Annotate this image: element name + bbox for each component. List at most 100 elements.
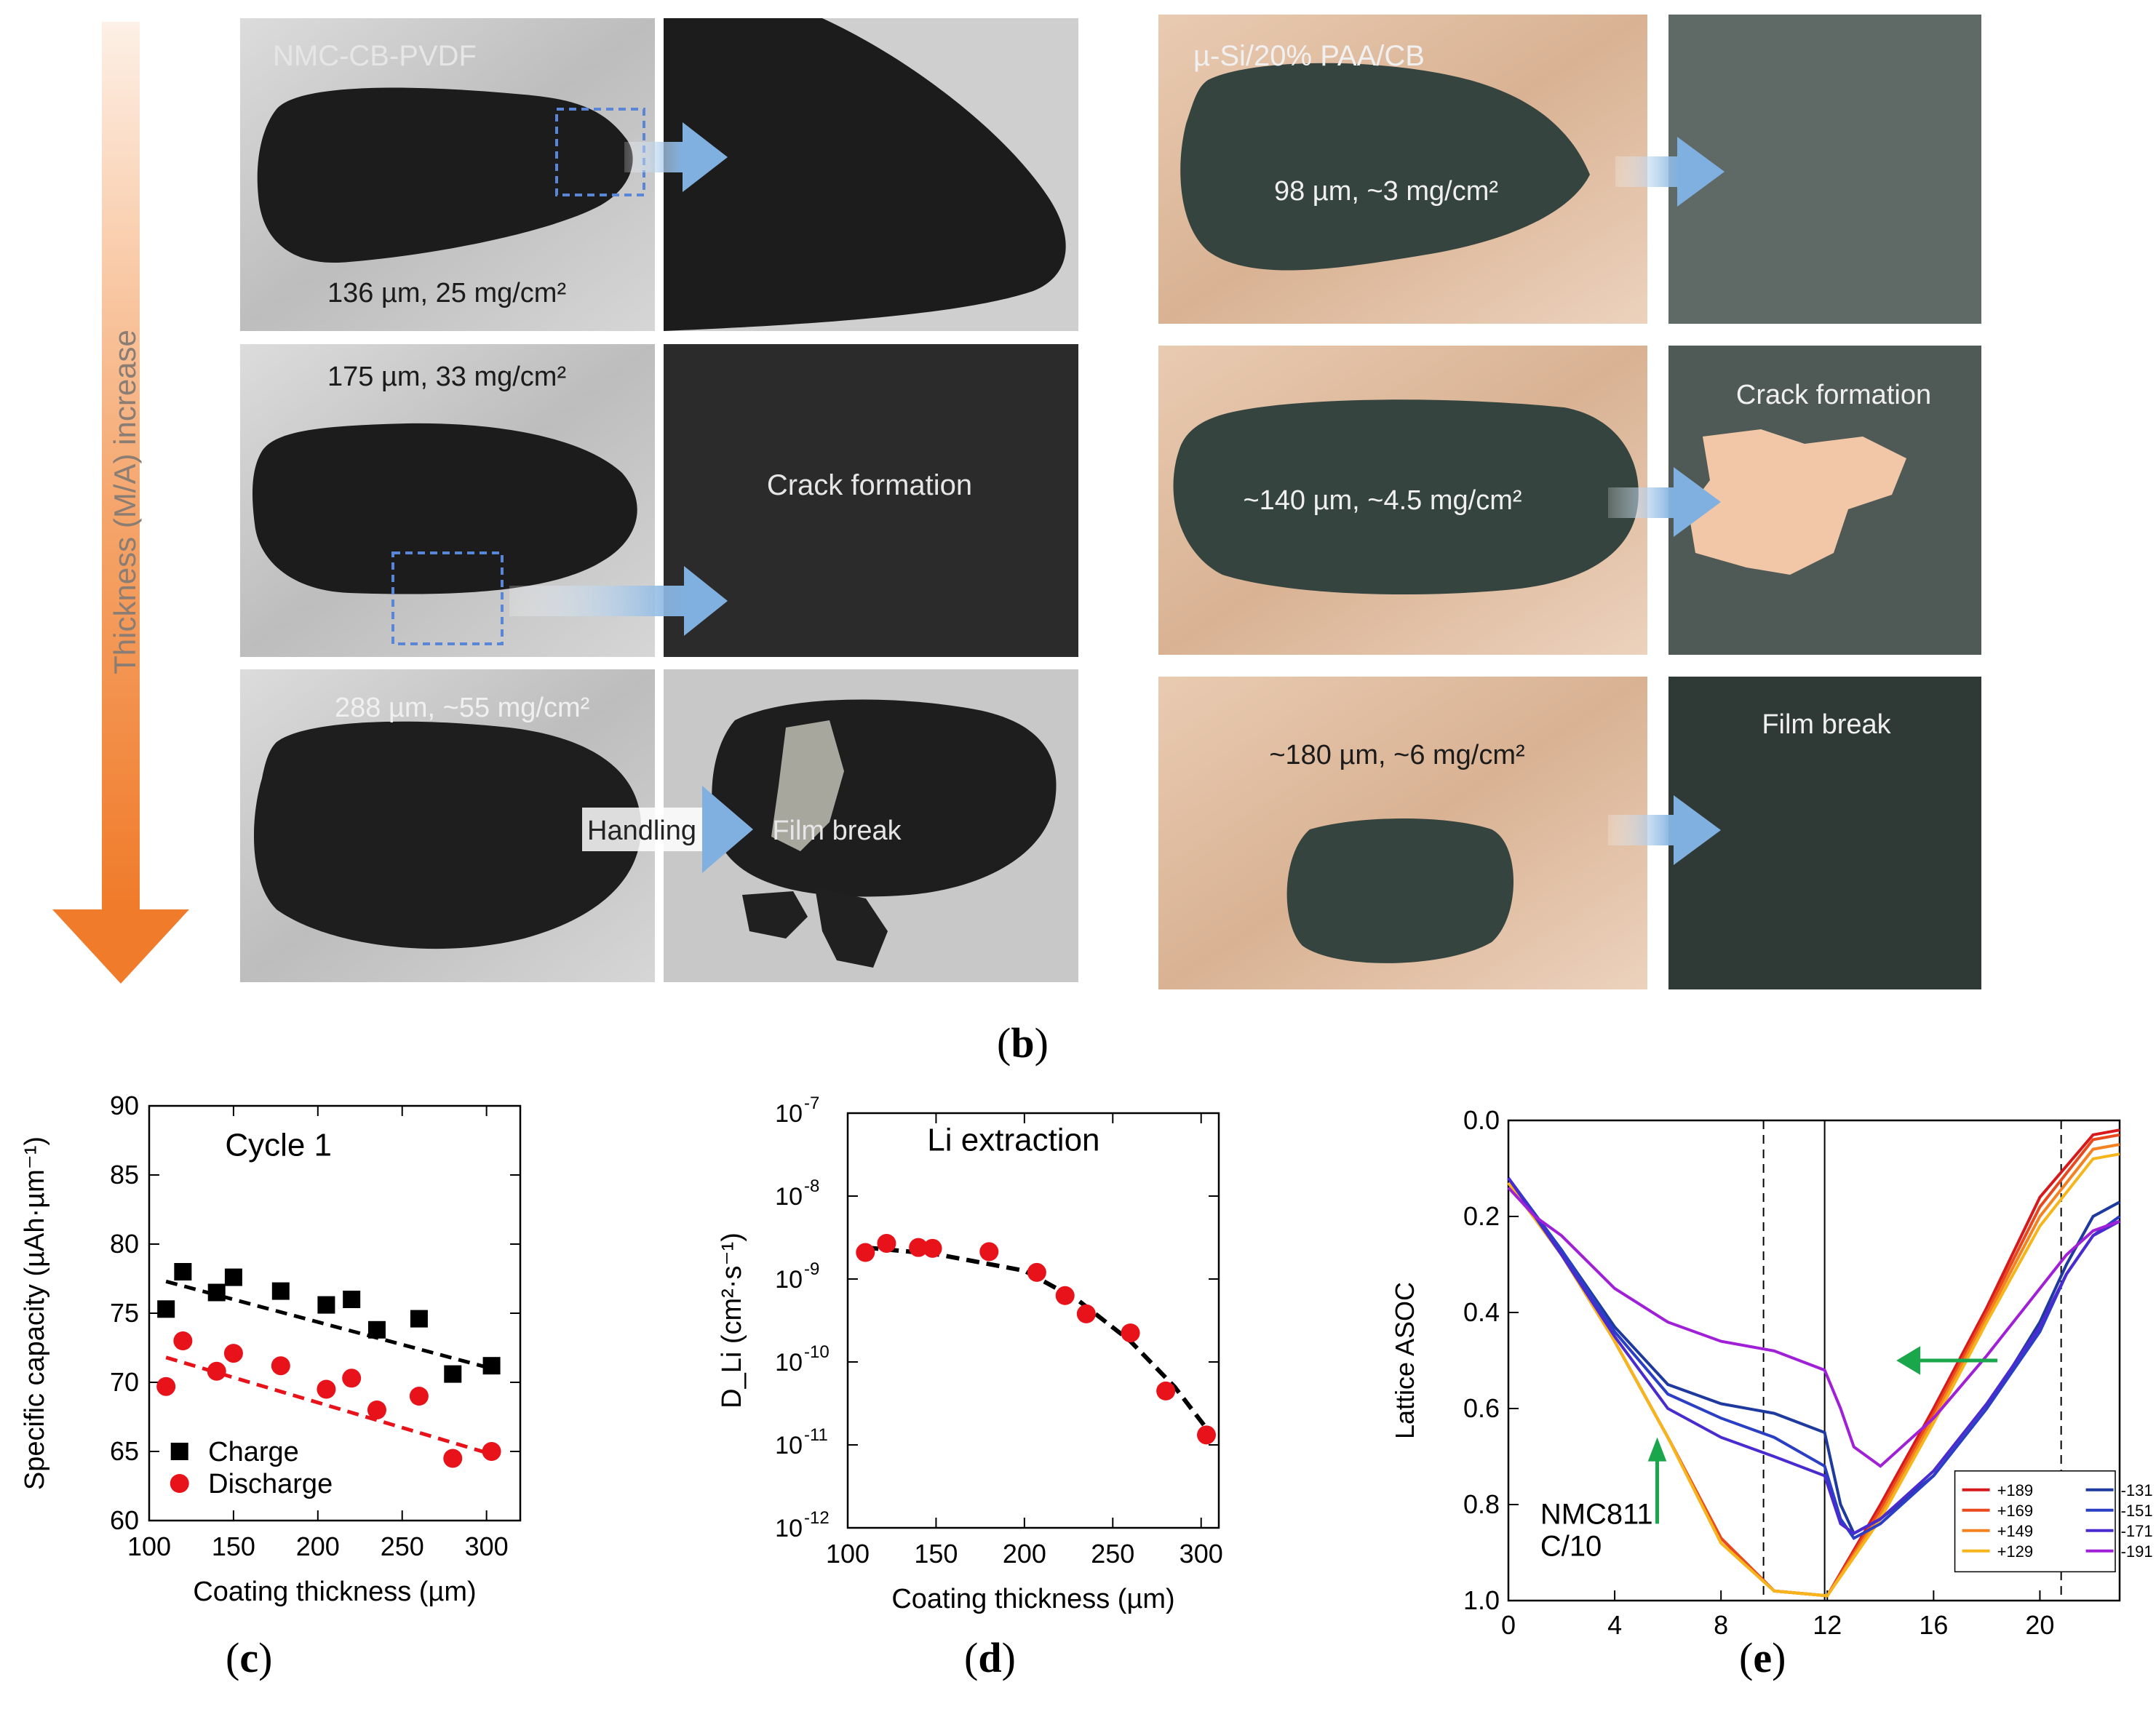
nmc-label-1: 136 µm, 25 mg/cm²: [327, 278, 566, 308]
si-zoom-arrow-2: [1608, 487, 1674, 518]
legend-box: [1954, 1470, 2116, 1573]
y-tick-exponent: -8: [804, 1176, 819, 1196]
nmc-title: NMC-CB-PVDF: [273, 40, 477, 72]
point-discharge: [207, 1361, 226, 1381]
chart-c: 100 150 200 250 300 60 65 70 75 80 85 90 Coating thi…: [20, 1091, 522, 1607]
point-dli: [856, 1243, 875, 1262]
nmc-film-2: [252, 423, 637, 594]
point-discharge: [367, 1401, 386, 1419]
line--131: [1507, 1177, 2120, 1536]
point-discharge: [342, 1369, 362, 1388]
chart-e: 0 4 8 12 16 20 0.0 0.2 0.4 0.6 0.8 1.0 Lattice ASOC N…: [1390, 1105, 2153, 1640]
chart-d: 100 150 200 250 30010-1210-1110-1010-910-810…: [717, 1093, 1223, 1614]
y-tick-label: 80: [110, 1229, 139, 1259]
x-axis-label: Coating thickness (µm): [891, 1584, 1174, 1614]
y-tick-exponent: -12: [804, 1508, 830, 1528]
y-axis-label: Lattice ASOC: [1390, 1282, 1420, 1439]
plot-frame: [846, 1112, 1220, 1529]
x-tick-label: 100: [826, 1539, 870, 1569]
si-zoom-arrow-3: [1608, 815, 1674, 845]
legend-label-discharge: Discharge: [208, 1469, 333, 1499]
x-tick-label: 250: [1091, 1539, 1134, 1569]
point-dli: [923, 1238, 942, 1258]
nmc-zoom-text-2: Crack formation: [767, 469, 972, 501]
point-charge: [482, 1357, 501, 1375]
y-tick-label: 0.8: [1463, 1489, 1500, 1519]
point-discharge: [173, 1331, 193, 1350]
si-zoom-arrowhead-3: [1674, 795, 1721, 865]
si-zoom-arrowhead-1: [1677, 137, 1725, 207]
legend-label--171: -171: [2121, 1522, 2153, 1540]
x-tick-label: 16: [1919, 1610, 1948, 1640]
point-dli: [909, 1238, 928, 1257]
y-tick-label: 70: [110, 1367, 139, 1397]
x-tick-label: 8: [1714, 1610, 1728, 1640]
green-arrow2-head: [1647, 1437, 1667, 1462]
y-axis-label: D_Li (cm²·s⁻¹): [717, 1232, 747, 1409]
point-charge: [410, 1310, 428, 1328]
point-discharge: [156, 1377, 176, 1396]
si-label-2: ~140 µm, ~4.5 mg/cm²: [1243, 485, 1521, 516]
legend-marker-charge: [170, 1443, 188, 1460]
line--171: [1507, 1177, 2120, 1535]
x-tick-label: 4: [1607, 1610, 1622, 1640]
point-discharge: [271, 1356, 290, 1376]
y-tick-label: 10: [775, 1100, 803, 1128]
thickness-axis-label: Thickness (M/A) increase: [108, 330, 142, 674]
panel-b-photos: Thickness (M/A) increase NMC-CB-PVDF 136…: [52, 15, 1981, 989]
y-tick-label: 65: [110, 1436, 139, 1466]
point-charge: [317, 1296, 335, 1314]
point-charge: [174, 1263, 192, 1280]
nmc-film-1: [257, 87, 633, 263]
y-tick-label: 90: [110, 1091, 139, 1120]
x-tick-label: 100: [127, 1531, 171, 1561]
handling-text: Handling: [587, 816, 696, 846]
legend-label-+169: +169: [1997, 1502, 2034, 1520]
y-tick-exponent: -9: [804, 1259, 819, 1279]
si-zoom-text-2: Crack formation: [1736, 380, 1931, 410]
legend-label--191: -191: [2121, 1542, 2153, 1561]
point-dli: [1076, 1304, 1096, 1323]
point-dli: [1055, 1286, 1075, 1305]
si-label-1: 98 µm, ~3 mg/cm²: [1274, 176, 1498, 207]
point-discharge: [482, 1442, 501, 1461]
y-tick-exponent: -10: [804, 1342, 830, 1362]
nmc-zoom-2: [664, 344, 1078, 657]
legend-label-+189: +189: [1997, 1481, 2034, 1499]
nmc-film-3: [253, 721, 642, 949]
y-tick-label: 10: [775, 1432, 803, 1459]
point-dli: [1197, 1425, 1216, 1445]
caption-b: (b): [997, 1019, 1049, 1067]
x-tick-label: 150: [914, 1539, 958, 1569]
line--191: [1507, 1187, 2120, 1468]
point-dli: [979, 1242, 999, 1262]
caption-e: (e): [1739, 1634, 1786, 1681]
line-+129: [1507, 1152, 2120, 1598]
y-tick-label: 1.0: [1463, 1585, 1500, 1615]
point-charge: [444, 1365, 462, 1383]
si-film-1: [1180, 63, 1590, 271]
y-tick-label: 10: [775, 1183, 803, 1211]
y-tick-label: 75: [110, 1298, 139, 1328]
point-discharge: [409, 1387, 429, 1406]
green-arrow-head: [1896, 1346, 1921, 1375]
x-tick-label: 250: [381, 1531, 424, 1561]
point-discharge: [223, 1344, 243, 1363]
y-tick-exponent: -7: [804, 1093, 819, 1113]
si-crack-patch: [1688, 429, 1906, 575]
point-charge: [207, 1283, 226, 1302]
x-tick-label: 0: [1501, 1610, 1516, 1640]
handling-box: [582, 808, 702, 851]
point-dli: [1156, 1381, 1176, 1401]
point-charge: [271, 1282, 290, 1300]
si-title: µ-Si/20% PAA/CB: [1193, 40, 1425, 72]
nmc-label-2: 175 µm, 33 mg/cm²: [327, 362, 566, 392]
thickness-arrow: [52, 22, 189, 984]
si-label-3: ~180 µm, ~6 mg/cm²: [1269, 740, 1524, 770]
nmc-debris: [742, 888, 888, 968]
y-tick-label: 10: [775, 1515, 803, 1542]
y-tick-label: 60: [110, 1505, 139, 1535]
legend-label--151: -151: [2121, 1502, 2153, 1520]
x-tick-label: 200: [296, 1531, 340, 1561]
